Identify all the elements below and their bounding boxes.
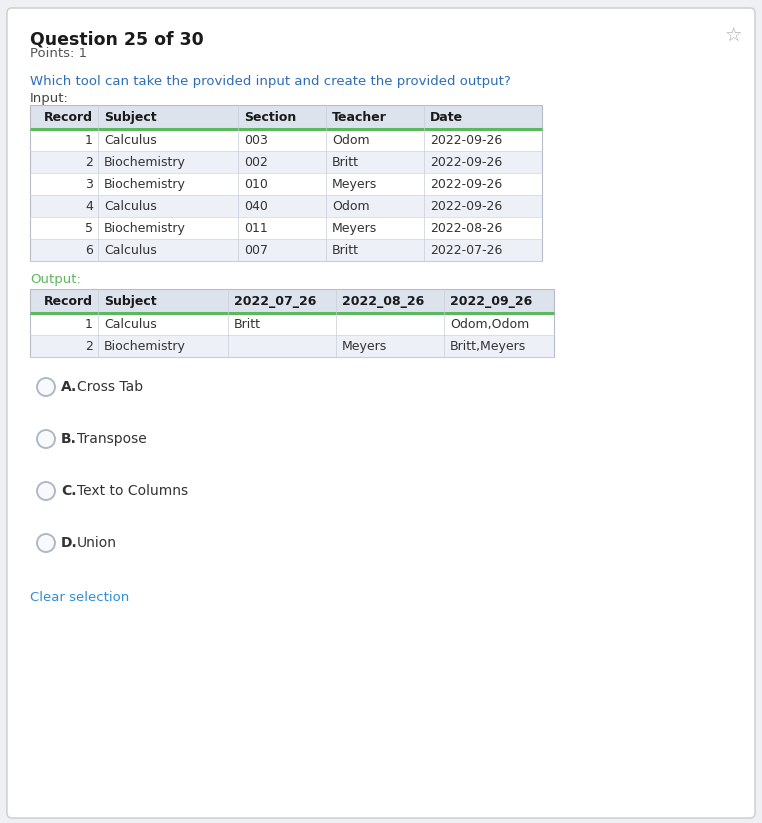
Text: Meyers: Meyers bbox=[342, 340, 387, 352]
Text: Subject: Subject bbox=[104, 295, 157, 308]
Text: 2022-09-26: 2022-09-26 bbox=[430, 133, 502, 146]
Text: 003: 003 bbox=[244, 133, 268, 146]
Text: Britt: Britt bbox=[332, 156, 359, 169]
Text: C.: C. bbox=[61, 484, 76, 498]
Text: Teacher: Teacher bbox=[332, 110, 387, 123]
Text: Odom: Odom bbox=[332, 199, 370, 212]
Text: Output:: Output: bbox=[30, 273, 81, 286]
Text: 2022-07-26: 2022-07-26 bbox=[430, 244, 502, 257]
Text: Meyers: Meyers bbox=[332, 178, 377, 190]
FancyBboxPatch shape bbox=[7, 8, 755, 818]
Circle shape bbox=[37, 430, 55, 448]
Text: B.: B. bbox=[61, 432, 77, 446]
Text: Biochemistry: Biochemistry bbox=[104, 340, 186, 352]
FancyBboxPatch shape bbox=[30, 129, 542, 151]
Text: 4: 4 bbox=[85, 199, 93, 212]
Text: 1: 1 bbox=[85, 133, 93, 146]
Text: 2022-08-26: 2022-08-26 bbox=[430, 221, 502, 235]
FancyBboxPatch shape bbox=[30, 239, 542, 261]
Text: 2022_08_26: 2022_08_26 bbox=[342, 295, 424, 308]
Text: Union: Union bbox=[77, 536, 117, 550]
Text: 2022_07_26: 2022_07_26 bbox=[234, 295, 316, 308]
FancyBboxPatch shape bbox=[30, 151, 542, 173]
Text: Britt,Meyers: Britt,Meyers bbox=[450, 340, 527, 352]
Text: 6: 6 bbox=[85, 244, 93, 257]
FancyBboxPatch shape bbox=[30, 173, 542, 195]
Text: Odom: Odom bbox=[332, 133, 370, 146]
Text: Britt: Britt bbox=[234, 318, 261, 331]
Text: Cross Tab: Cross Tab bbox=[77, 380, 143, 394]
Text: 2: 2 bbox=[85, 156, 93, 169]
Text: Record: Record bbox=[44, 110, 93, 123]
Text: Points: 1: Points: 1 bbox=[30, 47, 87, 60]
Text: Biochemistry: Biochemistry bbox=[104, 178, 186, 190]
FancyBboxPatch shape bbox=[30, 313, 554, 335]
Text: 2022_09_26: 2022_09_26 bbox=[450, 295, 532, 308]
Text: 5: 5 bbox=[85, 221, 93, 235]
Text: Date: Date bbox=[430, 110, 463, 123]
Text: Britt: Britt bbox=[332, 244, 359, 257]
FancyBboxPatch shape bbox=[30, 195, 542, 217]
Circle shape bbox=[37, 378, 55, 396]
Text: 010: 010 bbox=[244, 178, 268, 190]
Text: Transpose: Transpose bbox=[77, 432, 147, 446]
Text: Input:: Input: bbox=[30, 92, 69, 105]
Text: Biochemistry: Biochemistry bbox=[104, 221, 186, 235]
FancyBboxPatch shape bbox=[30, 217, 542, 239]
Text: 2022-09-26: 2022-09-26 bbox=[430, 178, 502, 190]
Text: Clear selection: Clear selection bbox=[30, 591, 130, 604]
Text: Calculus: Calculus bbox=[104, 318, 157, 331]
Text: 040: 040 bbox=[244, 199, 268, 212]
Text: A.: A. bbox=[61, 380, 77, 394]
Text: 007: 007 bbox=[244, 244, 268, 257]
Text: Meyers: Meyers bbox=[332, 221, 377, 235]
Text: Which tool can take the provided input and create the provided output?: Which tool can take the provided input a… bbox=[30, 75, 511, 88]
Text: 2: 2 bbox=[85, 340, 93, 352]
Text: 1: 1 bbox=[85, 318, 93, 331]
Text: Text to Columns: Text to Columns bbox=[77, 484, 188, 498]
Circle shape bbox=[37, 482, 55, 500]
Text: Calculus: Calculus bbox=[104, 244, 157, 257]
Text: 3: 3 bbox=[85, 178, 93, 190]
FancyBboxPatch shape bbox=[30, 335, 554, 357]
Text: Calculus: Calculus bbox=[104, 133, 157, 146]
Text: ☆: ☆ bbox=[724, 27, 741, 46]
Text: Section: Section bbox=[244, 110, 296, 123]
Text: Odom,Odom: Odom,Odom bbox=[450, 318, 530, 331]
Text: Biochemistry: Biochemistry bbox=[104, 156, 186, 169]
Text: 2022-09-26: 2022-09-26 bbox=[430, 156, 502, 169]
Text: 2022-09-26: 2022-09-26 bbox=[430, 199, 502, 212]
Text: 011: 011 bbox=[244, 221, 267, 235]
Text: D.: D. bbox=[61, 536, 78, 550]
Circle shape bbox=[37, 534, 55, 552]
Text: 002: 002 bbox=[244, 156, 268, 169]
FancyBboxPatch shape bbox=[30, 105, 542, 129]
Text: Record: Record bbox=[44, 295, 93, 308]
Text: Calculus: Calculus bbox=[104, 199, 157, 212]
Text: Subject: Subject bbox=[104, 110, 157, 123]
Text: Question 25 of 30: Question 25 of 30 bbox=[30, 30, 203, 48]
FancyBboxPatch shape bbox=[30, 289, 554, 313]
